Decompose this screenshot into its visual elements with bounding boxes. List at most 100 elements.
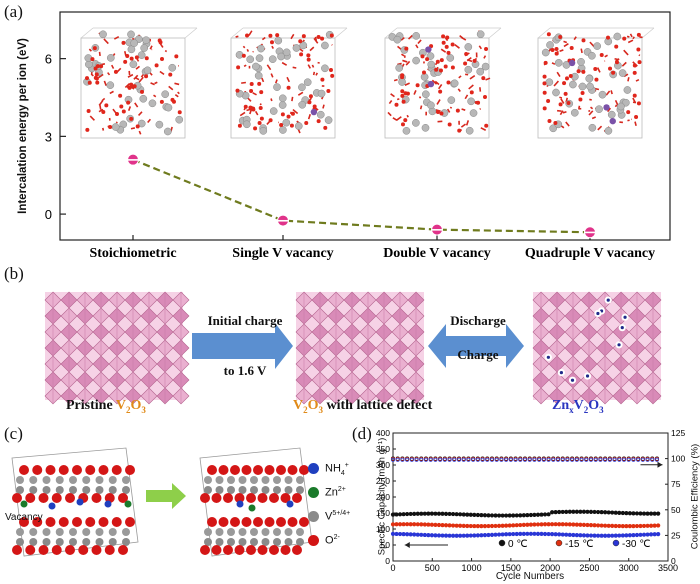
interlayer-ion <box>104 500 112 508</box>
bond <box>241 81 246 84</box>
o-atom <box>108 124 113 129</box>
o-atom <box>637 60 642 65</box>
legend-marker <box>555 539 563 547</box>
o-atom <box>400 93 405 98</box>
unit-cell-box <box>537 37 643 139</box>
o-atom <box>301 34 306 39</box>
bond <box>248 30 253 36</box>
capacity-point <box>500 532 505 537</box>
capacity-point <box>482 533 488 538</box>
o-atom <box>316 35 321 40</box>
bond <box>480 127 487 131</box>
v-atom <box>476 30 485 39</box>
o-atom <box>275 33 280 38</box>
o-atom <box>280 493 291 503</box>
v-atom <box>586 82 594 91</box>
o-atom <box>554 46 559 51</box>
efficiency-point <box>423 457 429 462</box>
o-atom <box>481 76 486 81</box>
o-atom <box>611 70 616 75</box>
capacity-point <box>489 532 495 537</box>
panel-a-label: (a) <box>4 2 23 21</box>
v-atom <box>257 44 265 53</box>
bond <box>478 45 483 50</box>
capacity-point <box>592 523 597 528</box>
capacity-point <box>620 533 625 538</box>
o-atom <box>543 60 548 65</box>
unit-cell-box <box>80 37 186 139</box>
efficiency-point <box>433 457 438 462</box>
capacity-point <box>514 523 519 528</box>
efficiency-point <box>527 457 532 462</box>
x-tick-label: 500 <box>425 563 440 573</box>
capacity-point <box>620 510 625 516</box>
pristine-caption: Pristine V2O3 <box>66 398 146 415</box>
capacity-point <box>578 509 583 514</box>
o-atom <box>476 100 481 105</box>
legend-sup: 2- <box>333 534 340 541</box>
bond <box>292 66 297 69</box>
o-atom <box>144 74 149 79</box>
o-atom <box>72 465 82 475</box>
capacity-point <box>394 531 399 537</box>
v-atom <box>577 58 585 66</box>
v-atom <box>250 486 258 494</box>
o-atom <box>299 465 309 475</box>
o-atom <box>312 104 317 109</box>
capacity-point <box>557 532 562 537</box>
unit-cell-edge <box>80 27 94 39</box>
capacity-point <box>525 531 530 536</box>
capacity-point <box>613 533 618 538</box>
vacancy-marker <box>427 80 435 88</box>
o-atom <box>241 517 252 527</box>
legend-label: Zn <box>325 486 338 499</box>
panel-a-frame <box>59 11 671 241</box>
efficiency-point <box>513 457 518 462</box>
formula-o: O <box>588 398 600 413</box>
unit-cell-box <box>384 37 490 139</box>
o-atom <box>259 116 264 121</box>
capacity-point <box>599 523 604 528</box>
o-atom <box>218 465 229 475</box>
bond <box>154 81 158 85</box>
capacity-point <box>475 533 480 538</box>
capacity-point <box>518 531 523 536</box>
v-atom <box>106 81 115 89</box>
legend-item-v: V5+/4+ <box>308 510 350 523</box>
x-category-label: Single V vacancy <box>232 246 333 261</box>
o-atom <box>330 73 335 78</box>
o-atom <box>135 124 140 129</box>
v-atom <box>155 120 164 129</box>
bond <box>254 110 259 116</box>
capacity-point <box>627 533 632 538</box>
capacity-point <box>521 531 526 536</box>
bond <box>573 36 577 41</box>
bond <box>610 90 613 95</box>
o-atom <box>241 465 252 475</box>
bond <box>242 45 246 49</box>
bond <box>174 94 179 98</box>
capacity-point <box>539 512 544 517</box>
o-atom <box>158 40 163 45</box>
o-atom <box>464 51 469 56</box>
bond <box>388 100 393 105</box>
capacity-point <box>518 513 523 518</box>
y-tick-label: 6 <box>45 52 52 67</box>
o-atom <box>95 64 100 69</box>
efficiency-point <box>428 457 433 462</box>
legend-marker <box>498 539 506 547</box>
efficiency-point <box>546 457 551 462</box>
bond <box>396 98 400 101</box>
v-atom <box>95 528 104 536</box>
v-atom <box>618 69 627 77</box>
o-atom <box>218 517 229 527</box>
v-atom <box>108 486 117 494</box>
capacity-point <box>408 511 413 517</box>
formula-zn: Zn <box>552 398 570 413</box>
capacity-point <box>581 522 587 527</box>
capacity-point <box>426 522 431 527</box>
capacity-point <box>557 522 562 527</box>
v-atom <box>238 486 247 494</box>
o-atom <box>444 44 449 49</box>
